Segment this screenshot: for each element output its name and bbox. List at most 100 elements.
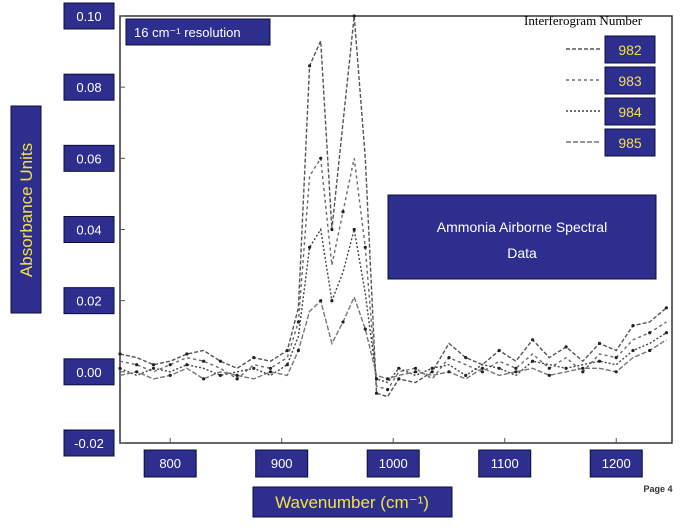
series-point-984 [397, 366, 401, 370]
y-tick-label: 0.00 [63, 358, 115, 386]
series-point-982 [151, 363, 156, 367]
legend-label-box [604, 128, 656, 157]
svg-text:800: 800 [159, 456, 181, 471]
series-point-982 [118, 352, 122, 356]
svg-text:0.06: 0.06 [76, 151, 101, 166]
svg-text:1200: 1200 [602, 456, 631, 471]
series-line-985 [119, 295, 667, 380]
series-point-982 [330, 227, 334, 232]
series-point-983 [235, 377, 239, 381]
x-tick-label: 800 [143, 449, 197, 478]
legend-label-box [604, 35, 656, 64]
series-line-983 [119, 156, 667, 391]
series-point-982 [397, 377, 401, 381]
series-point-984 [464, 373, 468, 377]
x-tick-label: 1200 [589, 449, 643, 478]
series-point-982 [631, 324, 635, 328]
x-axis-title: Wavenumber (cm⁻¹) [252, 486, 453, 518]
series-layer [118, 14, 669, 398]
series-point-982 [308, 64, 312, 68]
series-point-984 [631, 348, 635, 353]
series-point-983 [319, 156, 323, 160]
series-point-983 [413, 366, 418, 370]
legend-item-984: 984 [566, 97, 656, 126]
resolution-annotation: 16 cm⁻¹ resolution [125, 18, 271, 46]
series-point-983 [480, 370, 484, 374]
series-point-985 [363, 327, 367, 331]
series-point-984 [218, 373, 222, 377]
y-tick-label: -0.02 [63, 429, 115, 457]
legend-label-box [604, 97, 656, 126]
chart-title: Ammonia Airborne Spectral Data [437, 219, 607, 261]
series-point-982 [374, 391, 379, 395]
series-point-983 [202, 359, 206, 363]
series-point-984 [308, 245, 312, 249]
legend-label: 985 [618, 135, 642, 151]
y-tick-label: 0.06 [63, 144, 115, 172]
series-point-984 [285, 363, 289, 367]
legend-item-982: 982 [566, 35, 656, 64]
series-point-983 [168, 363, 172, 367]
series-point-982 [218, 359, 222, 363]
series-point-982 [464, 356, 468, 360]
series-point-985 [202, 377, 206, 381]
series-point-985 [235, 373, 239, 377]
y-tick-label: 0.08 [63, 73, 115, 101]
legend-label: 984 [618, 104, 642, 120]
series-point-985 [648, 348, 652, 353]
series-point-985 [514, 370, 518, 374]
series-point-983 [447, 356, 451, 360]
series-point-984 [151, 366, 156, 370]
y-tick-label: 0.04 [63, 216, 115, 243]
series-point-982 [185, 352, 189, 356]
series-point-983 [614, 356, 618, 360]
series-point-985 [296, 348, 300, 353]
legend-label: 983 [618, 73, 642, 89]
series-point-984 [352, 227, 356, 232]
series-point-985 [168, 373, 172, 377]
series-point-984 [531, 359, 535, 363]
x-axis-title-text: Wavenumber (cm⁻¹) [275, 493, 429, 512]
series-point-983 [648, 331, 652, 335]
series-point-985 [447, 370, 451, 374]
series-point-983 [547, 366, 551, 370]
legend-label-box [604, 66, 656, 95]
y-axis-title: Absorbance Units [10, 105, 42, 314]
svg-text:-0.02: -0.02 [74, 436, 104, 451]
series-point-984 [374, 377, 379, 381]
y-axis-title-text: Absorbance Units [17, 143, 36, 277]
series-point-983 [135, 363, 139, 367]
series-point-982 [252, 356, 256, 360]
y-tick-label: 0.02 [63, 287, 115, 315]
series-point-983 [581, 370, 585, 374]
svg-text:1000: 1000 [379, 456, 408, 471]
series-point-983 [363, 245, 367, 249]
series-point-984 [664, 331, 669, 335]
x-tick-label: 900 [255, 449, 309, 478]
legend-item-985: 985 [566, 128, 656, 157]
series-point-982 [352, 14, 356, 18]
svg-text:0.10: 0.10 [76, 9, 101, 24]
chart-title-box: Ammonia Airborne Spectral Data [387, 194, 657, 280]
series-point-985 [319, 299, 323, 303]
svg-text:0.08: 0.08 [76, 80, 101, 95]
x-tick-label: 1000 [366, 449, 420, 478]
series-point-982 [497, 348, 501, 353]
series-point-984 [564, 366, 568, 370]
series-point-983 [341, 210, 345, 214]
series-point-982 [664, 306, 669, 310]
series-point-985 [135, 370, 139, 374]
series-point-983 [514, 366, 518, 370]
series-point-985 [480, 366, 484, 370]
series-point-984 [597, 359, 602, 363]
svg-text:900: 900 [271, 456, 293, 471]
series-point-985 [413, 370, 418, 374]
series-point-985 [341, 320, 345, 324]
series-point-982 [564, 345, 568, 349]
page-label: Page 4 [643, 484, 672, 494]
series-point-984 [330, 299, 334, 303]
series-point-985 [614, 370, 618, 374]
y-tick-label: 0.10 [63, 2, 115, 30]
series-point-983 [296, 320, 300, 324]
